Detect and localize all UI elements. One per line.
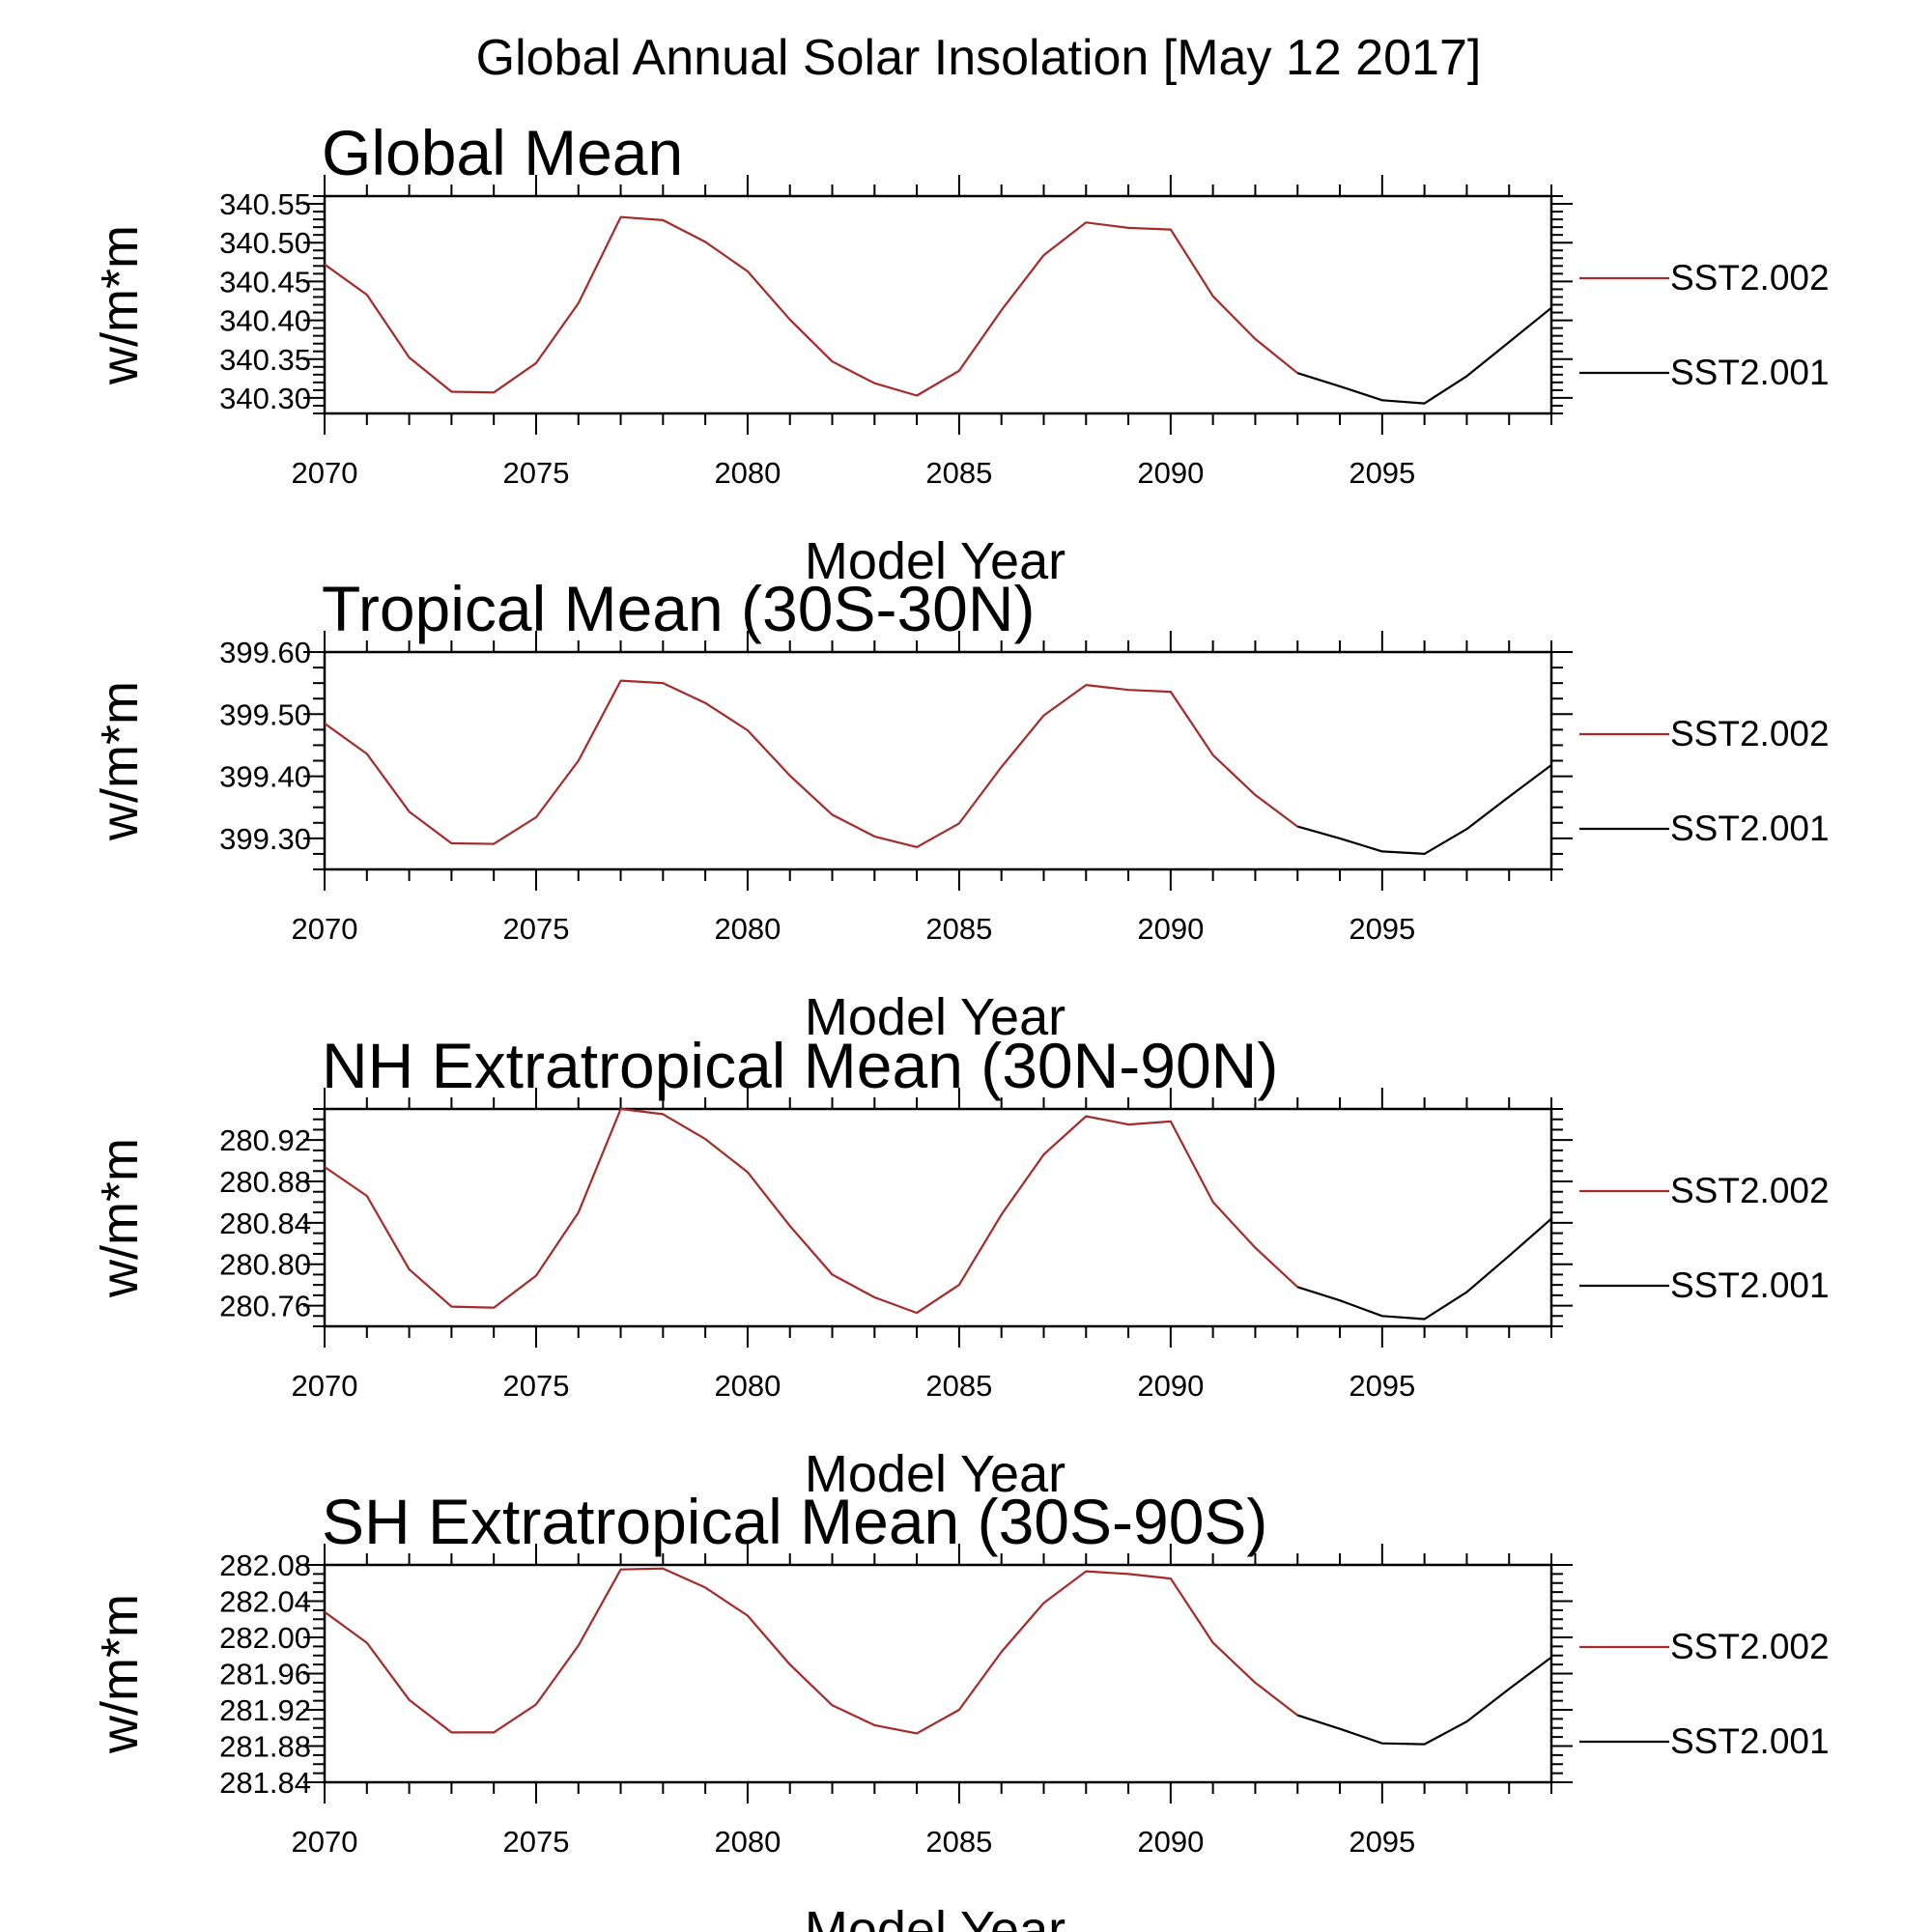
legend-label: SST2.002 [1670, 258, 1830, 298]
x-tick-label: 2095 [1349, 1369, 1415, 1403]
x-tick-label: 2070 [292, 912, 358, 946]
y-tick-label: 340.35 [219, 343, 311, 377]
y-tick-label: 280.92 [219, 1123, 311, 1157]
x-tick-label: 2095 [1349, 1825, 1415, 1859]
chart-panel: NH Extratropical Mean (30N-90N) 2070 2075 2… [91, 1030, 1830, 1503]
x-tick-label: 2090 [1137, 1369, 1204, 1403]
x-tick-label: 2075 [502, 1825, 569, 1859]
x-tick-label: 2090 [1137, 456, 1204, 490]
y-tick-label: 280.84 [219, 1207, 311, 1240]
x-axis-label: Model Year [805, 1445, 1065, 1503]
series-line-SST2.002 [324, 679, 1298, 849]
series-line-SST2.002 [324, 1107, 1298, 1315]
y-tick-label: 282.08 [219, 1548, 311, 1582]
x-tick-label: 2070 [292, 456, 358, 490]
y-tick-label: 282.04 [219, 1585, 311, 1619]
y-tick-label: 280.80 [219, 1248, 311, 1282]
panel-title: NH Extratropical Mean (30N-90N) [322, 1030, 1278, 1101]
x-tick-label: 2075 [502, 456, 569, 490]
x-tick-label: 2085 [925, 1369, 992, 1403]
y-axis-label: w/m*m [91, 1138, 149, 1298]
series-line-SST2.002 [324, 1567, 1298, 1735]
series-line-SST2.001 [1296, 1656, 1552, 1746]
series-line-SST2.002 [324, 215, 1298, 397]
y-tick-label: 280.88 [219, 1165, 311, 1199]
x-tick-label: 2075 [502, 912, 569, 946]
plot-frame [323, 650, 1553, 871]
plot-frame [323, 1107, 1553, 1328]
legend-label: SST2.002 [1670, 1171, 1830, 1210]
y-tick-label: 340.40 [219, 304, 311, 338]
y-tick-label: 399.60 [219, 636, 311, 669]
y-tick-label: 399.40 [219, 760, 311, 794]
y-tick-label: 280.76 [219, 1290, 311, 1323]
y-tick-label: 281.84 [219, 1766, 311, 1800]
legend-label: SST2.001 [1670, 1721, 1830, 1761]
chart-panel: Tropical Mean (30S-30N) 2070 2075 2080 2085 2… [91, 573, 1830, 1046]
y-tick-label: 281.96 [219, 1658, 311, 1691]
y-tick-label: 281.88 [219, 1730, 311, 1764]
panel-title: Global Mean [322, 117, 683, 188]
legend-label: SST2.001 [1670, 1265, 1830, 1305]
y-tick-label: 282.00 [219, 1621, 311, 1655]
plot-frame [323, 194, 1553, 415]
legend-label: SST2.002 [1670, 714, 1830, 753]
x-axis-label: Model Year [805, 988, 1065, 1046]
series-line-SST2.001 [1296, 764, 1552, 856]
y-tick-label: 340.30 [219, 382, 311, 415]
panel-title: SH Extratropical Mean (30S-90S) [322, 1486, 1267, 1557]
x-axis-label: Model Year [805, 532, 1065, 590]
x-tick-label: 2085 [925, 456, 992, 490]
y-tick-label: 340.50 [219, 226, 311, 260]
x-tick-label: 2090 [1137, 912, 1204, 946]
chart-panel: SH Extratropical Mean (30S-90S) 2070 2075 2… [91, 1486, 1830, 1932]
x-tick-label: 2080 [714, 1825, 781, 1859]
x-tick-label: 2080 [714, 1369, 781, 1403]
y-tick-label: 340.55 [219, 187, 311, 221]
x-tick-label: 2080 [714, 456, 781, 490]
x-axis-label: Model Year [805, 1901, 1065, 1932]
x-tick-label: 2075 [502, 1369, 569, 1403]
series-line-SST2.001 [1296, 1217, 1552, 1321]
figure-title: Global Annual Solar Insolation [May 12 2… [476, 30, 1482, 86]
x-tick-label: 2095 [1349, 912, 1415, 946]
y-axis-label: w/m*m [91, 225, 149, 385]
y-axis-label: w/m*m [91, 681, 149, 841]
legend-label: SST2.001 [1670, 353, 1830, 392]
x-tick-label: 2070 [292, 1369, 358, 1403]
y-tick-label: 399.50 [219, 697, 311, 731]
x-tick-label: 2085 [925, 912, 992, 946]
x-tick-label: 2085 [925, 1825, 992, 1859]
y-axis-label: w/m*m [91, 1594, 149, 1754]
legend-label: SST2.001 [1670, 809, 1830, 848]
legend-label: SST2.002 [1670, 1627, 1830, 1666]
x-tick-label: 2080 [714, 912, 781, 946]
y-tick-label: 399.30 [219, 822, 311, 856]
plots: Global Mean 2070 2075 2080 2085 2090 2095 340.3… [91, 117, 1830, 1932]
panel-title: Tropical Mean (30S-30N) [322, 573, 1036, 644]
x-tick-label: 2095 [1349, 456, 1415, 490]
y-tick-label: 340.45 [219, 265, 311, 298]
plot-frame [323, 1563, 1553, 1784]
chart-panel: Global Mean 2070 2075 2080 2085 2090 2095 340.3… [91, 117, 1830, 590]
series-line-SST2.001 [1296, 306, 1552, 405]
y-tick-label: 281.92 [219, 1693, 311, 1727]
x-tick-label: 2070 [292, 1825, 358, 1859]
x-tick-label: 2090 [1137, 1825, 1204, 1859]
